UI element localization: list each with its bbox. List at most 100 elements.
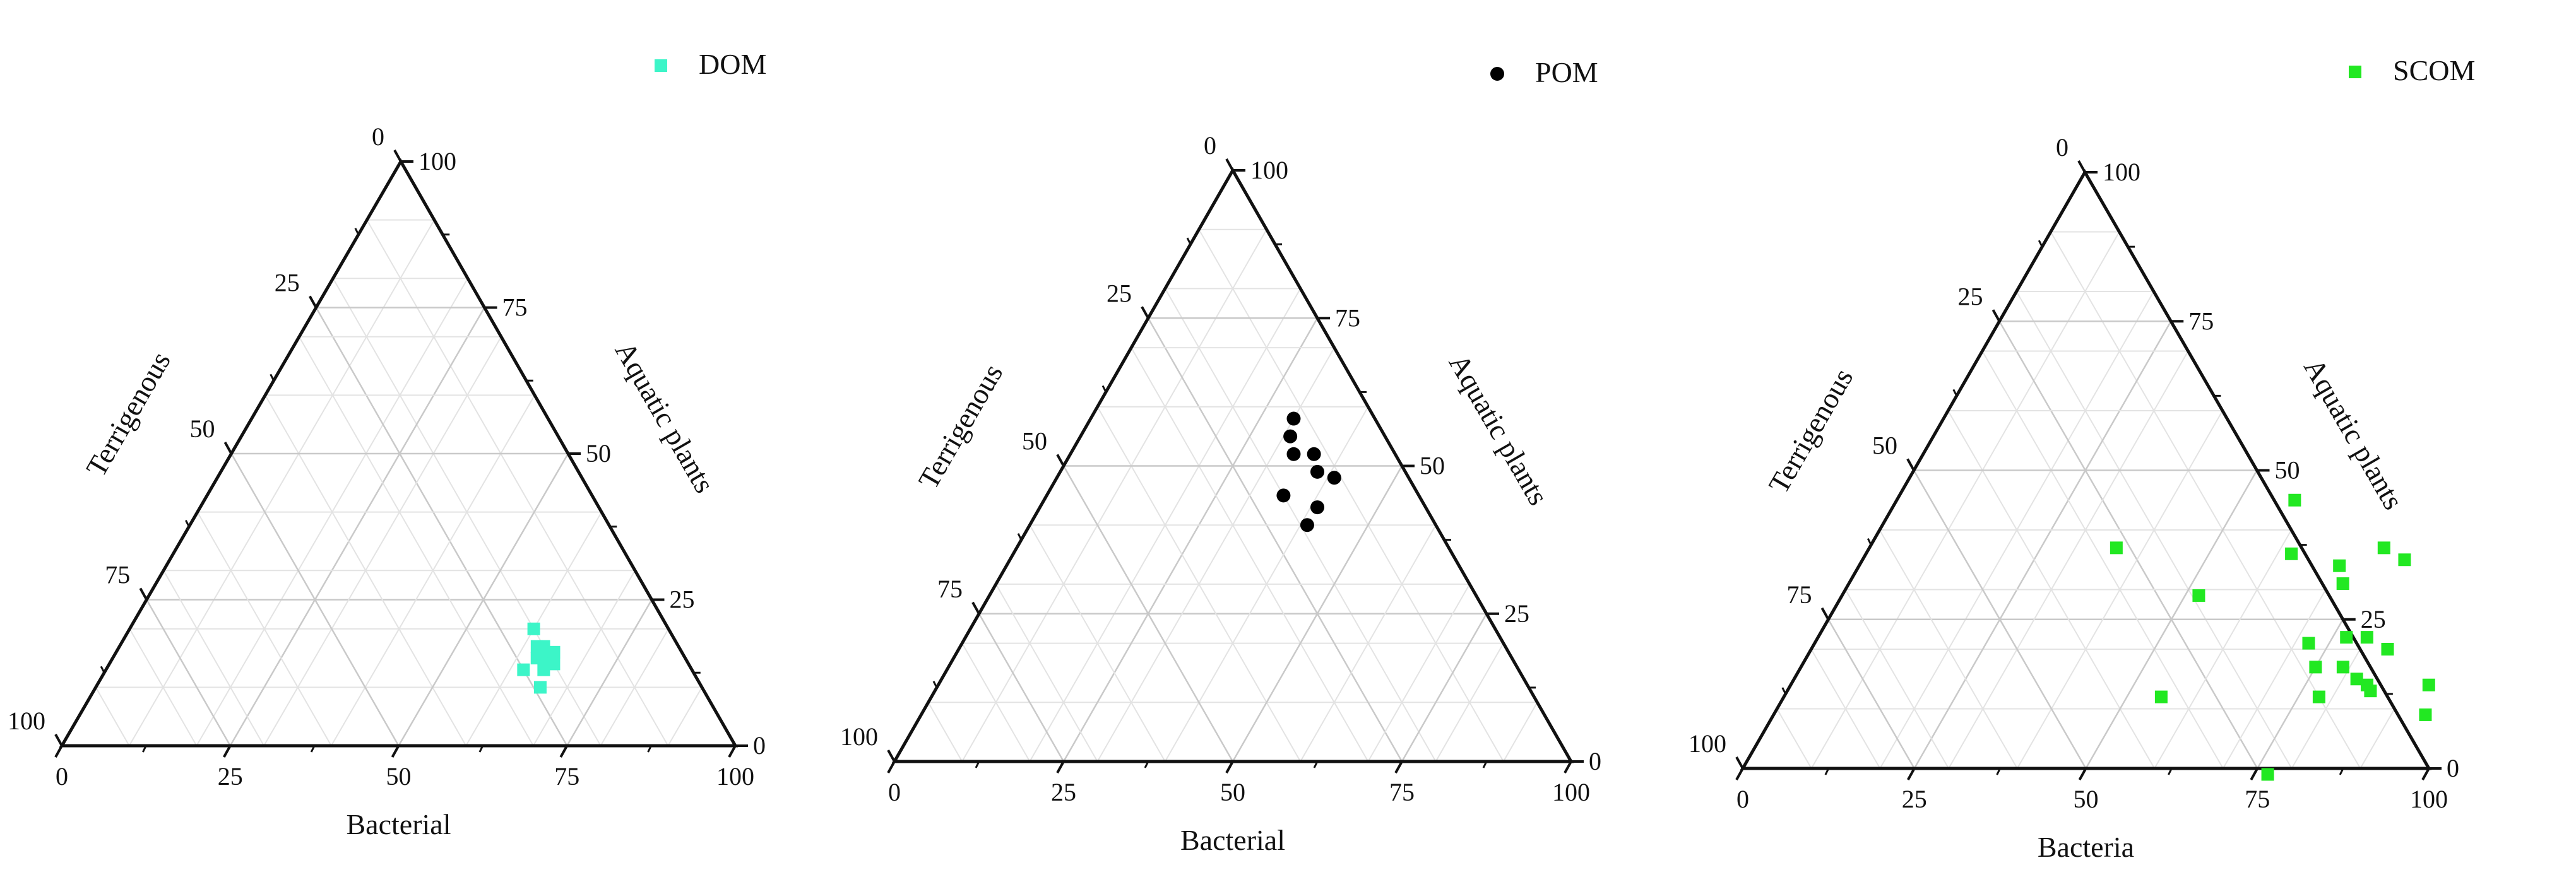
left-tick-label: 25 xyxy=(1107,279,1132,307)
left-tick-label: 25 xyxy=(275,269,300,297)
grid-line xyxy=(1435,643,1504,762)
data-point xyxy=(533,681,547,694)
legend-marker xyxy=(2349,66,2361,78)
bottom-tick xyxy=(728,745,737,758)
data-point xyxy=(1307,447,1321,461)
grid-line xyxy=(2085,469,2258,769)
left-tick xyxy=(2077,160,2086,173)
legend-marker xyxy=(1490,67,1504,81)
data-point xyxy=(1286,411,1301,426)
right-tick-label: 50 xyxy=(1420,452,1445,480)
bottom-minor-tick xyxy=(1313,761,1319,768)
grid-line xyxy=(1029,524,1166,762)
grid-line xyxy=(1096,347,1335,762)
left-tick-label: 50 xyxy=(1872,432,1897,460)
right-tick-label: 0 xyxy=(1589,747,1601,775)
data-point xyxy=(2309,661,2322,674)
grid-line xyxy=(299,336,534,746)
bottom-tick-label: 75 xyxy=(554,762,579,791)
grid-line xyxy=(1827,619,1915,769)
bottom-tick-label: 50 xyxy=(386,762,412,791)
right-tick-label: 100 xyxy=(1250,156,1288,184)
bottom-tick xyxy=(1564,761,1572,773)
bottom-tick-label: 100 xyxy=(716,762,754,791)
left-tick xyxy=(1906,458,1915,471)
data-point xyxy=(1310,464,1324,479)
left-minor-tick xyxy=(1186,237,1192,245)
left-minor-tick xyxy=(2038,240,2043,247)
bottom-tick-label: 25 xyxy=(1902,785,1927,813)
grid-line xyxy=(2223,589,2327,769)
data-point xyxy=(1276,488,1291,503)
bottom-tick-label: 75 xyxy=(1389,778,1415,806)
data-point xyxy=(2302,637,2315,650)
data-point xyxy=(1283,429,1298,444)
grid-line xyxy=(1147,317,1403,762)
left-tick-label: 50 xyxy=(1022,427,1047,456)
grid-line xyxy=(1810,232,2120,769)
data-point xyxy=(517,663,530,676)
grid-line xyxy=(1810,649,1881,769)
grid-line xyxy=(995,584,1098,762)
bottom-axis-label: Bacterial xyxy=(1180,824,1285,856)
left-tick xyxy=(139,587,148,601)
left-tick-label: 100 xyxy=(1689,729,1726,758)
left-tick-label: 0 xyxy=(1204,131,1216,160)
right-tick-label: 75 xyxy=(2188,307,2214,335)
bottom-tick-label: 25 xyxy=(218,762,243,791)
bottom-minor-tick xyxy=(2168,768,2173,775)
left-tick xyxy=(1820,607,1830,620)
grid-line xyxy=(229,307,485,746)
grid-line xyxy=(961,643,1031,762)
right-tick-label: 25 xyxy=(1504,599,1529,628)
data-point xyxy=(2350,673,2363,686)
legend-label: DOM xyxy=(699,48,766,80)
data-point xyxy=(2360,631,2373,644)
left-minor-tick xyxy=(100,666,105,673)
data-point xyxy=(2333,559,2346,572)
right-axis-label: Aquatic plants xyxy=(1443,348,1555,510)
grid-line xyxy=(1844,589,1949,769)
grid-line xyxy=(1998,320,2258,769)
grid-line xyxy=(1879,529,2018,769)
left-minor-tick xyxy=(932,681,938,688)
data-point xyxy=(537,640,550,653)
bottom-axis-label: Bacteria xyxy=(2038,831,2134,863)
data-point xyxy=(1286,447,1301,461)
left-tick-label: 100 xyxy=(840,722,878,751)
legend-label: POM xyxy=(1535,56,1598,88)
bottom-minor-tick xyxy=(1482,761,1488,768)
bottom-tick-label: 50 xyxy=(2074,785,2099,813)
right-tick-label: 75 xyxy=(1335,303,1360,332)
grid-line xyxy=(533,570,636,746)
right-axis-label: Aquatic plants xyxy=(2298,353,2410,515)
grid-line xyxy=(95,686,130,746)
grid-line xyxy=(230,453,400,746)
grid-line xyxy=(667,686,703,746)
grid-line xyxy=(129,628,198,746)
data-point xyxy=(1300,518,1314,532)
bottom-minor-tick xyxy=(310,745,316,753)
grid-line xyxy=(146,599,231,746)
grid-line xyxy=(2154,529,2292,769)
bottom-minor-tick xyxy=(142,745,147,753)
left-minor-tick xyxy=(185,520,190,527)
data-point xyxy=(2398,553,2411,567)
left-tick xyxy=(971,601,980,614)
left-axis-label: Terrigenous xyxy=(80,346,177,482)
left-tick-label: 100 xyxy=(8,707,45,735)
left-tick xyxy=(1225,158,1234,171)
right-tick-label: 100 xyxy=(2103,158,2140,186)
bottom-tick xyxy=(2421,768,2430,780)
left-tick-label: 75 xyxy=(1787,580,1812,609)
grid-line xyxy=(978,613,1065,762)
bottom-tick xyxy=(2078,768,2087,780)
right-tick-label: 0 xyxy=(753,731,766,760)
data-point xyxy=(2381,643,2394,656)
grid-line xyxy=(2257,619,2344,769)
grid-line xyxy=(961,229,1267,762)
bottom-tick-label: 25 xyxy=(1051,778,1076,806)
left-tick xyxy=(1056,454,1065,467)
bottom-minor-tick xyxy=(1996,768,2001,775)
